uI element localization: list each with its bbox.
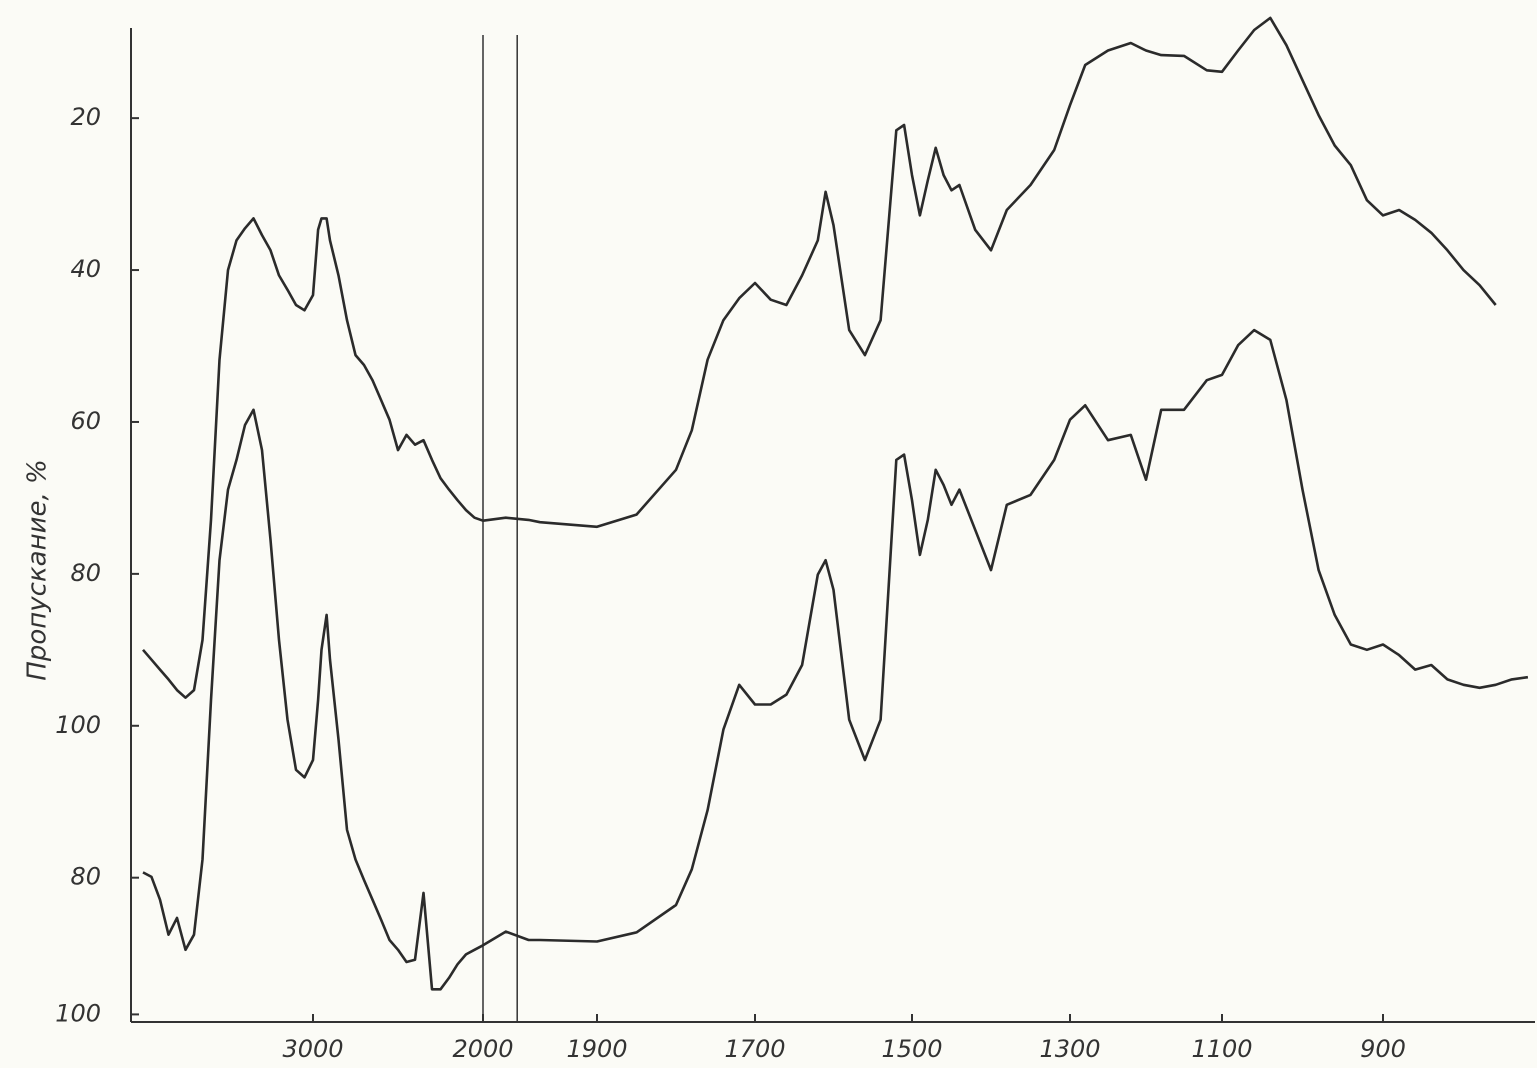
y-tick-label: 80 [70,863,101,891]
x-tick-label: 1700 [724,1035,785,1063]
spectrum-line [142,16,1497,699]
y-axis-label: Пропускание, % [23,459,53,680]
x-tick-label: 3000 [282,1035,343,1063]
x-tick-label: 1100 [1191,1035,1252,1063]
y-tick-label: 80 [70,559,101,587]
x-tick-label: 1900 [566,1035,627,1063]
y-tick-label: 40 [70,255,101,283]
y-tick-label: 60 [70,407,101,435]
y-tick-label: 20 [70,103,101,131]
y-tick-label: 100 [55,711,101,739]
x-tick-label: 1300 [1039,1035,1100,1063]
x-tick-label: 1500 [881,1035,942,1063]
x-tick-label: 900 [1360,1035,1406,1063]
spectrum-line [142,328,1529,991]
y-tick-label: 100 [55,999,101,1027]
x-tick-label: 2000 [452,1035,513,1063]
